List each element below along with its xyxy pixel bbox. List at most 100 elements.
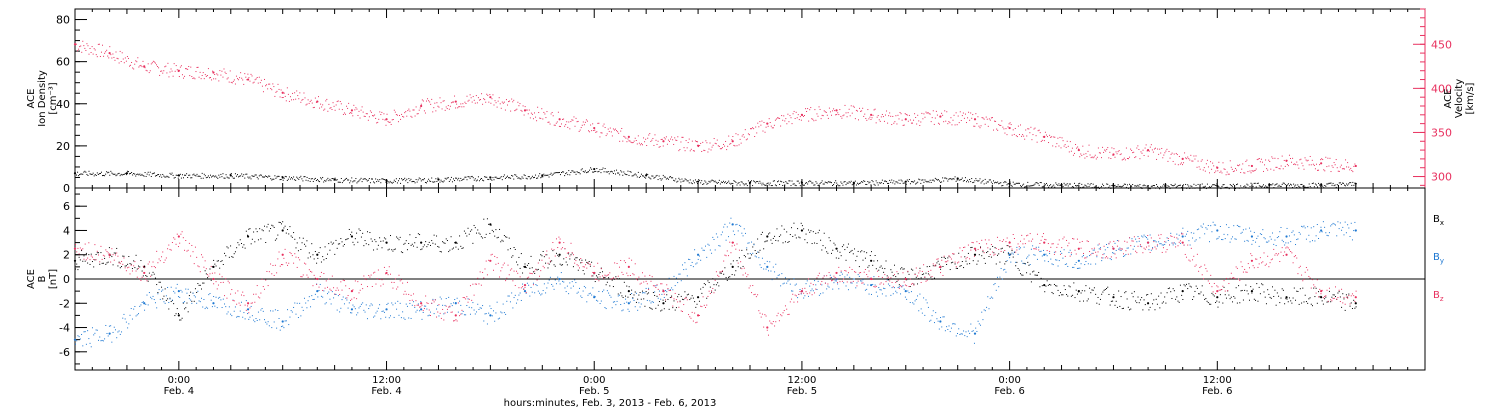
density-sample	[360, 177, 362, 179]
By-sample	[1078, 267, 1080, 269]
By-sample	[436, 308, 438, 310]
Bx-sample	[1297, 290, 1299, 292]
velocity-point	[558, 118, 561, 121]
density-sample	[618, 172, 620, 174]
velocity-sample	[1115, 151, 1117, 153]
velocity-sample	[828, 107, 830, 109]
velocity-sample	[384, 119, 386, 121]
velocity-sample	[1109, 151, 1111, 153]
velocity-sample	[784, 120, 786, 122]
velocity-sample	[153, 61, 155, 63]
Bx-sample	[649, 307, 651, 309]
velocity-sample	[770, 125, 772, 127]
By-point	[1008, 253, 1011, 256]
velocity-sample	[1153, 148, 1155, 150]
velocity-sample	[930, 121, 932, 123]
By-sample	[314, 293, 316, 295]
By-sample	[433, 313, 435, 315]
density-sample	[756, 181, 758, 183]
velocity-sample	[1114, 156, 1116, 158]
density-sample	[1055, 182, 1057, 184]
By-sample	[1045, 253, 1047, 255]
By-sample	[230, 313, 232, 315]
By-sample	[341, 299, 343, 301]
velocity-sample	[584, 121, 586, 123]
By-sample	[100, 340, 102, 342]
Bx-sample	[359, 229, 361, 231]
Bx-sample	[690, 297, 692, 299]
By-sample	[1097, 244, 1099, 246]
velocity-sample	[1028, 128, 1030, 130]
density-sample	[621, 171, 623, 173]
density-sample	[271, 179, 273, 181]
By-sample	[847, 289, 849, 291]
density-sample	[1214, 184, 1216, 186]
density-sample	[529, 178, 531, 180]
Bx-sample	[675, 307, 677, 309]
density-sample	[1299, 186, 1301, 188]
By-sample	[639, 306, 641, 308]
Bx-sample	[1153, 299, 1155, 301]
density-sample	[1337, 184, 1339, 186]
By-sample	[278, 317, 280, 319]
density-sample	[795, 185, 797, 187]
velocity-sample	[597, 122, 599, 124]
velocity-sample	[352, 115, 354, 117]
velocity-sample	[807, 108, 809, 110]
velocity-sample	[339, 101, 341, 103]
density-sample	[733, 180, 735, 182]
density-sample	[977, 180, 979, 182]
By-sample	[1127, 247, 1129, 249]
By-sample	[904, 296, 906, 298]
density-sample	[848, 181, 850, 183]
velocity-sample	[1067, 145, 1069, 147]
Bx-sample	[285, 232, 287, 234]
Bx-sample	[1076, 293, 1078, 295]
Bx-sample	[216, 260, 218, 262]
velocity-sample	[1105, 150, 1107, 152]
By-sample	[1143, 234, 1145, 236]
Bx-sample	[926, 266, 928, 268]
velocity-sample	[158, 67, 160, 69]
density-sample	[601, 169, 603, 171]
velocity-sample	[761, 120, 763, 122]
velocity-sample	[553, 124, 555, 126]
density-sample	[1281, 183, 1283, 185]
velocity-sample	[419, 107, 421, 109]
Bx-sample	[129, 263, 131, 265]
velocity-sample	[754, 136, 756, 138]
By-sample	[569, 282, 571, 284]
Bx-sample	[917, 283, 919, 285]
Bx-sample	[125, 265, 127, 267]
density-sample	[260, 174, 262, 176]
density-sample	[1327, 183, 1329, 185]
density-sample	[142, 174, 144, 176]
density-sample	[1106, 183, 1108, 185]
density-sample	[175, 174, 177, 176]
velocity-sample	[632, 142, 634, 144]
density-sample	[1107, 183, 1109, 185]
velocity-sample	[1283, 159, 1285, 161]
velocity-sample	[377, 121, 379, 123]
velocity-sample	[517, 101, 519, 103]
velocity-sample	[496, 106, 498, 108]
Bx-sample	[251, 238, 253, 240]
Bx-sample	[993, 252, 995, 254]
density-sample	[1140, 186, 1142, 188]
density-sample	[1279, 185, 1281, 187]
density-sample	[872, 181, 874, 183]
density-sample	[652, 175, 654, 177]
Bx-sample	[152, 271, 154, 273]
y-tick-label-left: -4	[59, 322, 70, 335]
velocity-sample	[271, 89, 273, 91]
Bx-sample	[188, 295, 190, 297]
By-sample	[291, 311, 293, 313]
By-sample	[1115, 249, 1117, 251]
By-sample	[552, 285, 554, 287]
velocity-point	[835, 109, 838, 112]
density-sample	[528, 176, 530, 178]
density-sample	[334, 177, 336, 179]
By-sample	[615, 304, 617, 306]
density-sample	[904, 181, 906, 183]
By-sample	[196, 302, 198, 304]
